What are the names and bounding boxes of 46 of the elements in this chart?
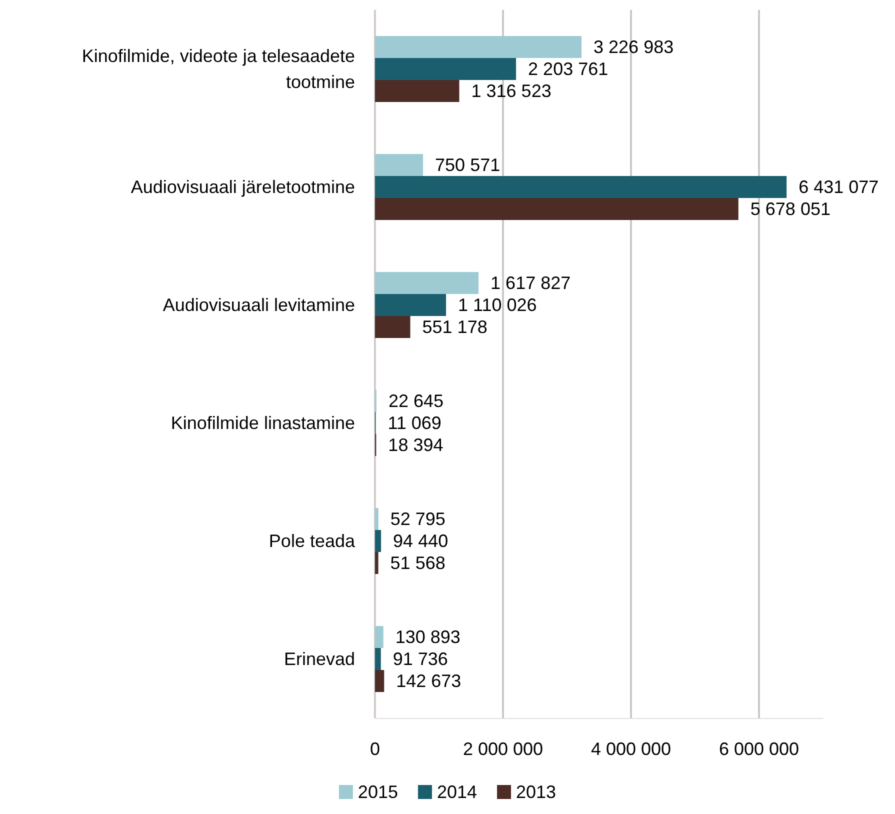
- data-label: 551 178: [422, 317, 488, 337]
- bar: [375, 36, 582, 58]
- data-label: 11 069: [388, 413, 442, 433]
- data-label: 1 110 026: [458, 295, 537, 315]
- bar: [375, 80, 460, 102]
- x-tick-label: 0: [370, 739, 380, 759]
- x-tick-label: 4 000 000: [590, 739, 672, 759]
- y-tick-label: Kinofilmide linastamine: [170, 413, 355, 433]
- y-tick-label: Audiovisuaali levitamine: [162, 295, 355, 315]
- legend-label: 2014: [436, 782, 478, 802]
- y-tick-label: Pole teada: [268, 531, 356, 551]
- bar: [375, 648, 381, 670]
- bar: [375, 154, 424, 176]
- bar: [375, 670, 384, 692]
- data-label: 94 440: [393, 531, 448, 551]
- data-label: 52 795: [390, 509, 446, 529]
- bar: [375, 316, 410, 338]
- data-label: 130 893: [395, 627, 460, 647]
- data-label: 91 736: [392, 649, 448, 669]
- bar: [375, 530, 382, 552]
- bar: [375, 272, 479, 294]
- legend-label: 2013: [516, 782, 556, 802]
- data-label: 22 645: [388, 391, 444, 411]
- y-tick-label: Audiovisuaali järeletootmine: [130, 177, 355, 197]
- bar: [375, 626, 384, 648]
- bar: [375, 198, 738, 220]
- data-label: 142 673: [396, 671, 462, 691]
- bar: [375, 58, 516, 80]
- bar: [375, 552, 378, 574]
- data-label: 1 316 523: [471, 81, 552, 101]
- data-label: 18 394: [388, 435, 444, 455]
- bar: [375, 176, 787, 198]
- bar: [375, 294, 446, 316]
- data-label: 5 678 051: [750, 199, 830, 219]
- data-label: 750 571: [435, 155, 500, 175]
- x-tick-label: 2 000 000: [462, 739, 544, 759]
- data-label: 6 431 077: [798, 177, 879, 197]
- bar: [375, 508, 378, 530]
- data-label: 1 617 827: [490, 273, 571, 293]
- y-tick-label: Erinevad: [284, 649, 355, 669]
- y-tick-label: Kinofilmide, videote ja telesaadete tootmine: [82, 46, 355, 92]
- data-label: 3 226 983: [594, 37, 674, 57]
- data-label: 51 568: [390, 553, 446, 573]
- data-label: 2 203 761: [528, 59, 608, 79]
- x-tick-label: 6 000 000: [718, 739, 800, 759]
- legend-label: 2015: [358, 782, 398, 802]
